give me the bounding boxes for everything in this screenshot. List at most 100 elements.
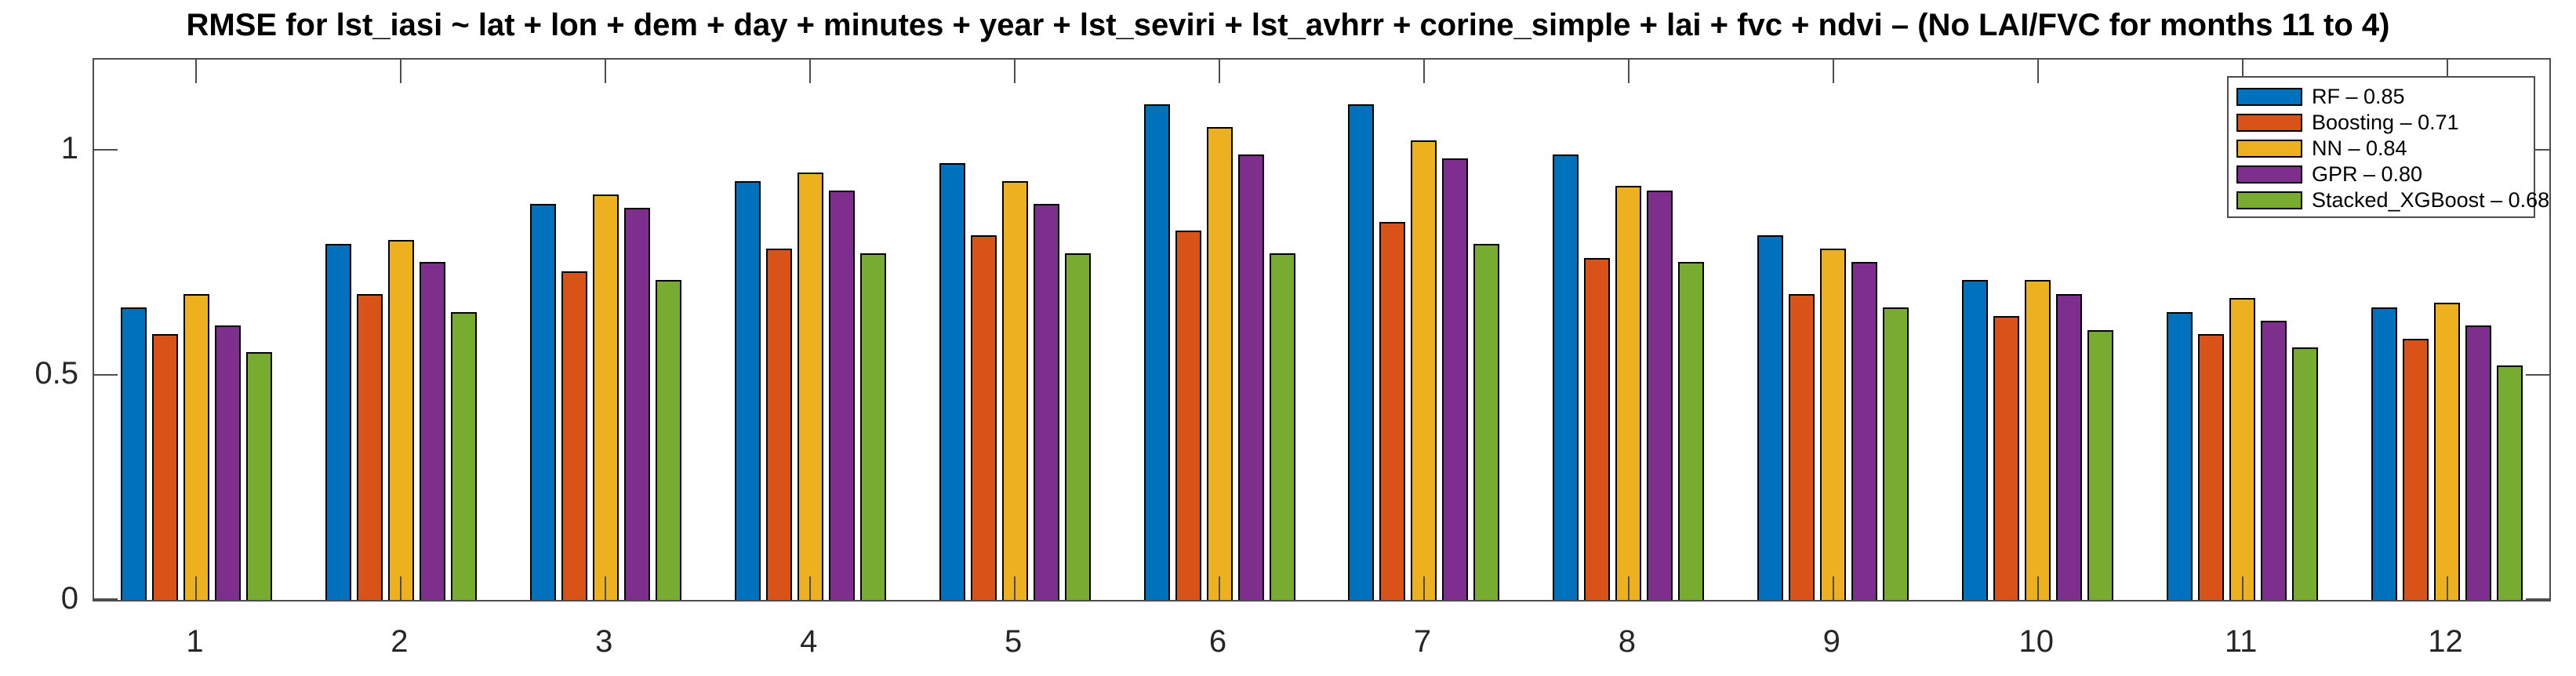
x-tick-bottom-4 <box>809 576 812 600</box>
legend-swatch-icon <box>2236 114 2302 132</box>
x-tick-top-1 <box>195 60 198 83</box>
bar-6-s3 <box>1206 127 1233 600</box>
x-tick-label-10: 10 <box>2018 624 2054 659</box>
legend-swatch-icon <box>2236 191 2302 209</box>
x-tick-label-4: 4 <box>800 624 818 659</box>
x-tick-bottom-3 <box>605 576 607 600</box>
bar-2-s2 <box>356 293 383 600</box>
y-tick-left-0 <box>94 598 118 600</box>
x-axis: 1 2 3 4 5 6 7 8 9 10 11 12 <box>93 624 2551 667</box>
y-tick-right-0.5 <box>2526 373 2549 376</box>
bar-9-s5 <box>1883 307 1909 600</box>
bar-3-s5 <box>655 280 681 600</box>
x-tick-label-8: 8 <box>1618 624 1636 659</box>
x-tick-bottom-1 <box>195 576 198 600</box>
bar-6-s4 <box>1237 154 1264 600</box>
legend: RF – 0.85 Boosting – 0.71 NN – 0.84 GPR – 0… <box>2227 76 2549 218</box>
bar-11-s3 <box>2229 298 2256 600</box>
legend-entry-4: GPR – 0.80 <box>2229 162 2534 187</box>
y-tick-label-1: 1 <box>60 130 78 165</box>
legend-entry-2: Boosting – 0.71 <box>2229 110 2534 136</box>
y-tick-right-0 <box>2526 598 2549 600</box>
bar-10-s2 <box>1993 316 2020 600</box>
x-tick-top-3 <box>605 60 607 83</box>
bar-5-s5 <box>1064 253 1091 600</box>
x-tick-bottom-6 <box>1219 576 1221 600</box>
bar-7-s4 <box>1442 158 1469 600</box>
bar-2-s5 <box>450 311 477 600</box>
x-tick-label-5: 5 <box>1005 624 1023 659</box>
bar-12-s3 <box>2434 303 2461 600</box>
bar-3-s4 <box>623 208 650 600</box>
plot-area <box>93 58 2551 601</box>
x-tick-label-11: 11 <box>2224 624 2258 659</box>
bar-4-s3 <box>797 172 823 600</box>
x-tick-top-7 <box>1422 60 1425 83</box>
bar-4-s2 <box>765 249 792 600</box>
x-tick-label-6: 6 <box>1208 624 1227 659</box>
bar-8-s4 <box>1647 190 1673 600</box>
x-tick-top-9 <box>1832 60 1834 83</box>
x-tick-label-12: 12 <box>2428 624 2463 659</box>
bar-8-s1 <box>1553 154 1579 600</box>
x-tick-bottom-10 <box>2036 576 2039 600</box>
bar-12-s1 <box>2371 307 2398 600</box>
bar-4-s1 <box>734 181 761 600</box>
bar-2-s3 <box>387 239 414 600</box>
y-axis: 0 0.5 1 <box>0 58 78 614</box>
x-tick-label-9: 9 <box>1822 624 1840 659</box>
x-tick-label-1: 1 <box>186 624 204 659</box>
x-tick-top-6 <box>1219 60 1221 83</box>
bar-7-s3 <box>1411 140 1437 600</box>
x-tick-top-10 <box>2036 60 2039 83</box>
bar-5-s3 <box>1001 181 1028 600</box>
bar-1-s4 <box>214 325 241 600</box>
y-tick-label-0.5: 0.5 <box>35 355 78 391</box>
bar-7-s5 <box>1473 244 1500 600</box>
x-tick-top-2 <box>400 60 402 83</box>
x-tick-bottom-2 <box>400 576 402 600</box>
bar-5-s4 <box>1033 203 1059 600</box>
bar-11-s2 <box>2198 334 2225 600</box>
x-tick-top-12 <box>2446 60 2448 83</box>
bar-8-s2 <box>1584 257 1611 600</box>
x-tick-top-8 <box>1627 60 1630 83</box>
bar-8-s3 <box>1615 185 1642 600</box>
x-tick-bottom-9 <box>1832 576 1834 600</box>
bar-9-s4 <box>1851 262 1878 600</box>
bar-9-s2 <box>1789 293 1815 600</box>
bar-10-s1 <box>1962 280 1989 600</box>
bar-12-s4 <box>2465 325 2492 600</box>
y-tick-left-0.5 <box>94 373 118 376</box>
legend-entry-1: RF – 0.85 <box>2229 84 2534 110</box>
bar-10-s4 <box>2056 293 2083 600</box>
bar-7-s2 <box>1379 221 1406 600</box>
bar-3-s3 <box>592 194 619 600</box>
bar-1-s5 <box>245 352 272 600</box>
x-tick-label-3: 3 <box>595 624 613 659</box>
bar-6-s1 <box>1143 104 1170 600</box>
y-tick-right-1 <box>2526 148 2549 151</box>
legend-label: RF – 0.85 <box>2312 85 2405 108</box>
x-tick-bottom-5 <box>1014 576 1016 600</box>
bar-3-s1 <box>529 203 556 600</box>
x-tick-label-2: 2 <box>391 624 409 659</box>
bar-9-s1 <box>1757 234 1784 600</box>
bar-4-s5 <box>859 253 886 600</box>
bar-11-s5 <box>2292 347 2319 600</box>
bar-1-s1 <box>120 307 147 600</box>
bar-5-s2 <box>970 234 997 600</box>
bar-1-s3 <box>183 293 209 600</box>
x-tick-bottom-7 <box>1422 576 1425 600</box>
bar-6-s2 <box>1175 231 1201 600</box>
bar-9-s3 <box>1820 249 1847 600</box>
legend-swatch-icon <box>2236 140 2302 158</box>
bar-2-s1 <box>325 244 351 600</box>
bar-10-s3 <box>2025 280 2051 600</box>
bar-11-s4 <box>2261 321 2287 600</box>
x-tick-bottom-12 <box>2446 576 2448 600</box>
legend-entry-5: Stacked_XGBoost – 0.68 <box>2229 187 2549 213</box>
legend-label: GPR – 0.80 <box>2312 162 2423 186</box>
x-tick-top-11 <box>2241 60 2244 83</box>
